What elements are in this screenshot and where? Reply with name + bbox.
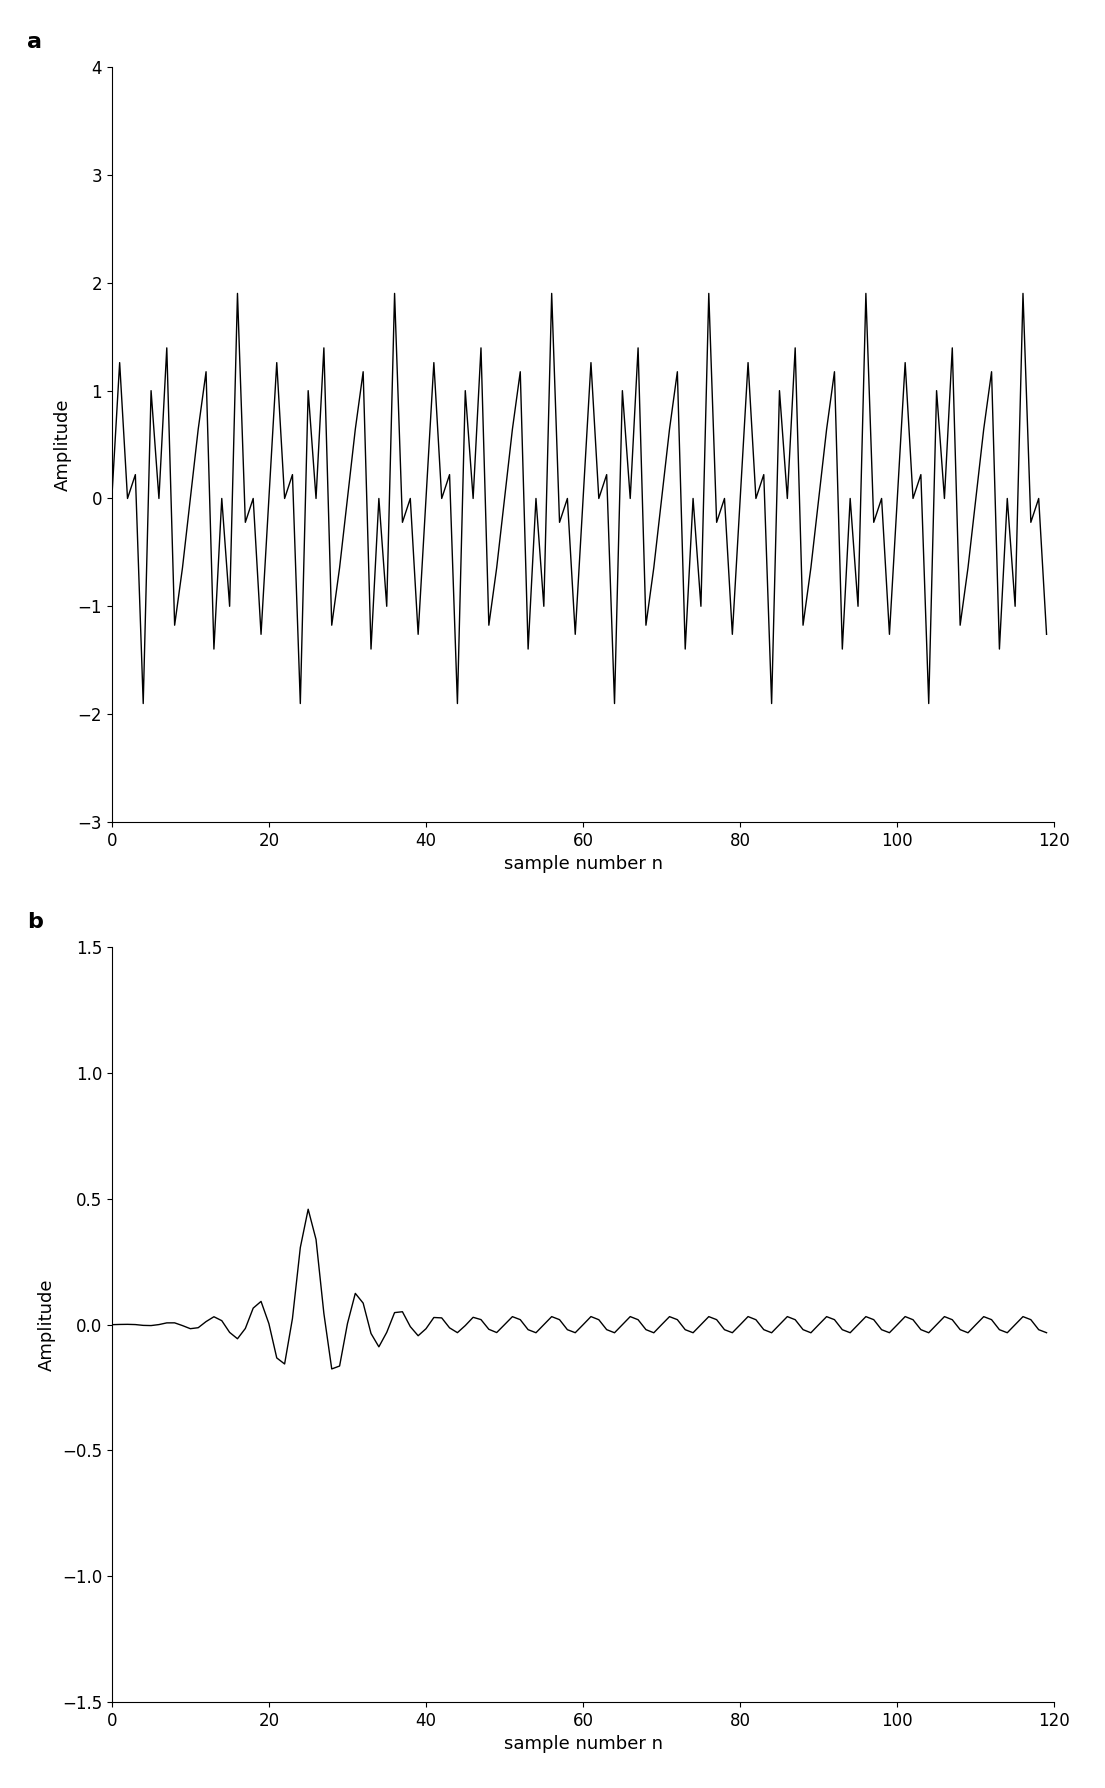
- Text: b: b: [27, 912, 43, 932]
- Y-axis label: Amplitude: Amplitude: [54, 399, 72, 492]
- X-axis label: sample number n: sample number n: [504, 855, 663, 873]
- X-axis label: sample number n: sample number n: [504, 1736, 663, 1754]
- Y-axis label: Amplitude: Amplitude: [39, 1278, 56, 1371]
- Text: a: a: [27, 32, 42, 52]
